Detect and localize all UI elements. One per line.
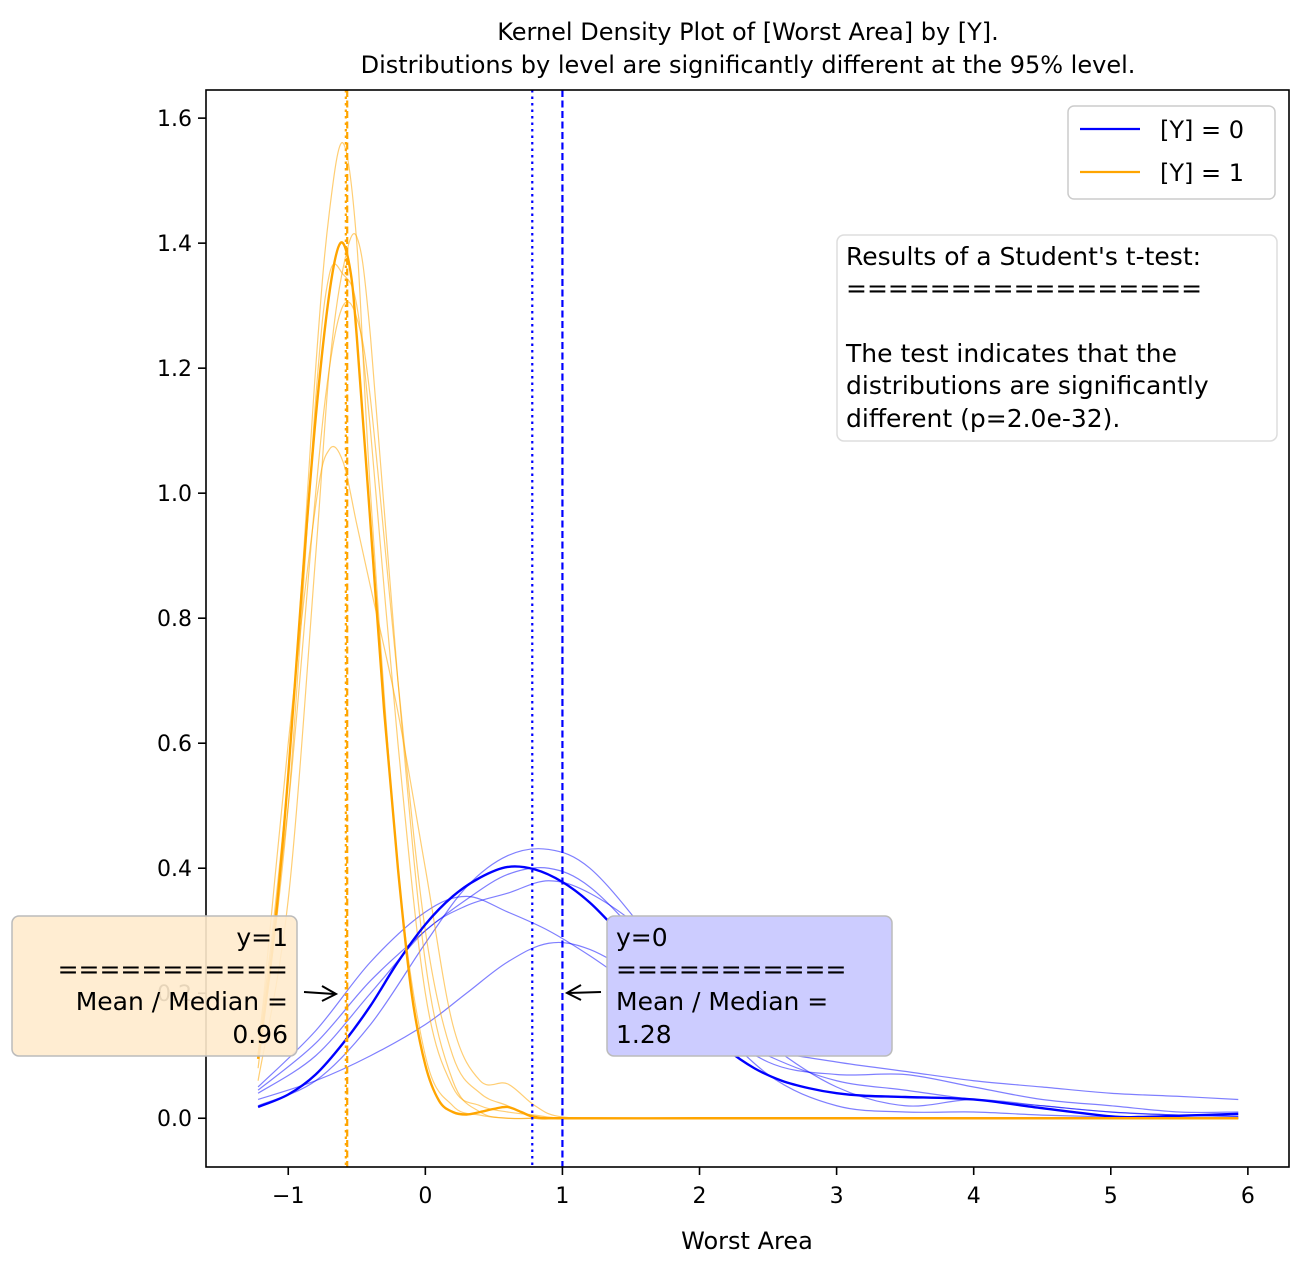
x-tick-label: 5 (1104, 1184, 1118, 1209)
y1-ann-line-1: y=1 (236, 923, 288, 952)
x-tick-label: 0 (418, 1184, 432, 1209)
ttest-annotation: Results of a Student's t-test: =========… (836, 234, 1278, 442)
ttest-line-2: ================= (846, 274, 1202, 303)
y1-ann-line-4: 0.96 (232, 1020, 288, 1049)
x-tick-label: 1 (555, 1184, 569, 1209)
ttest-line-6: different (p=2.0e-32). (846, 404, 1120, 433)
reference-lines (344, 90, 564, 1167)
y0-ann-arrowhead (564, 984, 582, 1001)
legend-label-y0: [Y] = 0 (1160, 116, 1244, 144)
x-axis: −1 0 1 2 3 4 5 6 (272, 1167, 1255, 1209)
x-tick-label: 4 (967, 1184, 981, 1209)
y1-ann-arrow (303, 991, 335, 995)
x-tick-label: 6 (1241, 1184, 1255, 1209)
x-tick-label: 3 (830, 1184, 844, 1209)
y-tick-label: 1.4 (157, 232, 192, 257)
y0-mean-annotation: y=0 =========== Mean / Median = 1.28 (564, 915, 893, 1057)
y-tick-label: 0.4 (157, 857, 192, 882)
plot-frame (205, 89, 1290, 1168)
series-line-y1 (256, 241, 1239, 1120)
legend-label-y1: [Y] = 1 (1160, 159, 1244, 187)
y0-ann-line-4: 1.28 (616, 1020, 672, 1049)
y-tick-label: 1.2 (157, 357, 192, 382)
x-tick-label: 2 (693, 1184, 707, 1209)
chart-title: Kernel Density Plot of [Worst Area] by [… (497, 18, 999, 46)
legend: [Y] = 0 [Y] = 1 (1067, 105, 1276, 200)
y0-ann-arrow (568, 991, 602, 994)
ttest-line-4: The test indicates that the (845, 339, 1177, 368)
ttest-line-5: distributions are significantly (846, 371, 1209, 400)
y-tick-label: 0.6 (157, 732, 192, 757)
y-tick-label: 1.0 (157, 482, 192, 507)
x-tick-label: −1 (272, 1184, 304, 1209)
y-tick-label: 0.0 (157, 1107, 192, 1132)
x-axis-label: Worst Area (681, 1227, 813, 1255)
y1-mean-annotation: y=1 =========== Mean / Median = 0.96 (11, 915, 339, 1057)
y1-ann-line-2: =========== (58, 955, 288, 984)
y1-ann-line-3: Mean / Median = (76, 987, 288, 1016)
y0-ann-line-2: =========== (616, 955, 846, 984)
chart-subtitle: Distributions by level are significantly… (361, 51, 1136, 79)
y-tick-label: 0.8 (157, 607, 192, 632)
y1-ann-arrowhead (321, 985, 339, 1002)
y-tick-label: 1.6 (157, 107, 192, 132)
ttest-line-1: Results of a Student's t-test: (846, 242, 1201, 271)
y0-ann-line-1: y=0 (616, 923, 668, 952)
y0-ann-line-3: Mean / Median = (616, 987, 828, 1016)
